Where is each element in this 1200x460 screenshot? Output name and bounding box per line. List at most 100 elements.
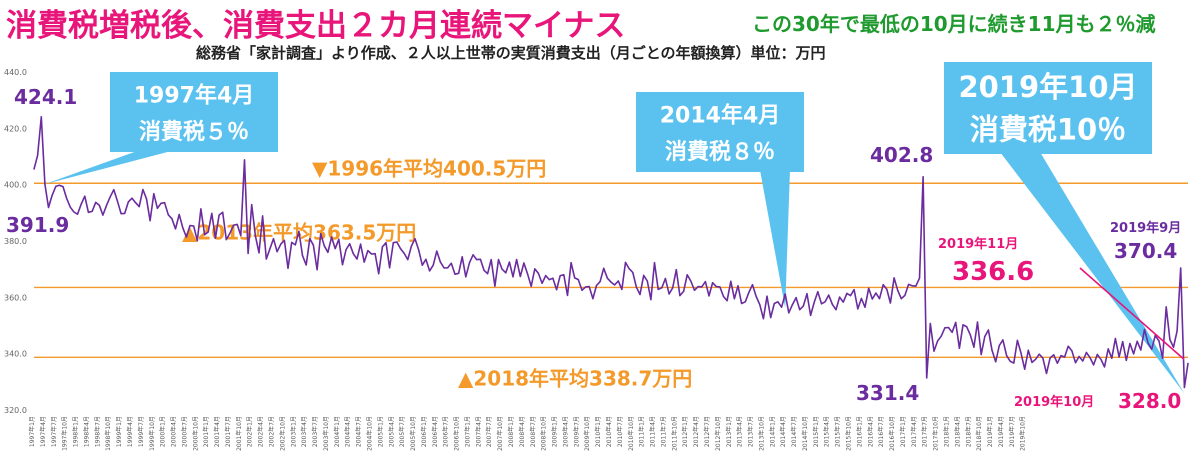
data-point [1053,354,1055,356]
x-tick-label: 2007年10月 [496,416,504,451]
data-point [1074,362,1077,364]
x-tick-label: 2013年7月 [747,416,755,447]
data-point [733,298,736,300]
data-point [106,204,108,206]
data-point [882,284,884,286]
data-point [570,262,572,264]
data-point [621,288,623,290]
data-point [868,287,870,289]
data-point [577,279,579,281]
data-point [853,289,855,291]
data-point [178,213,180,216]
y-tick-label: 420.0 [4,124,27,133]
data-point [236,223,238,225]
data-point [207,231,209,233]
data-point [824,301,826,303]
data-point [69,206,71,208]
x-tick-label: 2006年4月 [431,416,439,447]
x-tick-label: 2017年7月 [921,416,929,447]
x-tick-label: 1998年10月 [104,416,112,451]
data-point [984,335,986,338]
data-point [247,252,249,254]
data-point [156,207,158,209]
data-point [759,304,761,306]
data-point [1060,355,1062,357]
x-tick-label: 2008年10月 [540,416,548,451]
data-point [643,274,645,276]
data-point [784,293,786,295]
x-tick-label: 2010年10月 [627,416,635,451]
value-label-391: 391.9 [6,213,69,237]
data-point [135,202,137,204]
x-tick-label: 2015年10月 [845,416,853,451]
value-label-328: 328.0 [1118,389,1181,413]
data-point [323,245,325,247]
data-point [287,267,289,269]
data-point [432,264,434,266]
data-point [675,269,677,271]
data-point [327,251,329,253]
data-point [124,212,126,214]
series-group [33,116,1189,389]
data-point [276,251,278,253]
x-tick-label: 2019年1月 [986,416,994,447]
data-point [414,238,416,240]
x-tick-label: 2018年4月 [953,416,961,447]
data-point [487,273,489,275]
data-point [84,195,86,197]
data-point [1064,356,1066,358]
data-point [91,210,93,212]
data-point [624,261,627,263]
callout-tax: 消費税８％ [665,139,775,165]
data-point [1096,353,1098,356]
data-point [940,335,942,337]
data-point [37,154,39,156]
data-point [370,253,373,255]
data-point [211,212,213,214]
data-point [918,277,921,279]
value-label-424: 424.1 [14,85,77,109]
chart-subtitle: この30年で最低の10月に続き11月も２％減 [752,12,1156,36]
data-point [363,261,365,263]
x-tick-label: 2012年4月 [692,416,700,447]
data-point [1035,358,1037,360]
data-point [1093,364,1095,366]
x-tick-label: 2018年10月 [975,416,983,451]
data-point [283,239,285,241]
x-axis-ticks: 1997年1月 1997年4月 1997年7月 1997年10月 1998年1月 1998… [28,416,1027,451]
data-point [87,211,89,213]
data-point [683,290,685,292]
data-point [294,244,296,246]
data-point [1009,360,1011,362]
data-point [1078,355,1080,358]
data-point [461,256,463,258]
x-tick-label: 2019年7月 [1008,416,1016,447]
x-tick-label: 2004年10月 [365,416,373,451]
data-point [378,273,380,275]
data-point [937,340,939,342]
data-point [806,293,808,295]
data-point [864,306,866,308]
data-point [973,346,975,348]
data-point [320,233,322,235]
data-point [1085,351,1087,354]
data-point [802,305,804,307]
data-point [102,214,104,216]
x-tick-label: 2016年10月 [888,416,896,451]
data-point [751,284,754,286]
data-point [145,198,148,200]
data-point [828,294,830,296]
data-point [1107,348,1109,350]
data-point [657,288,659,290]
data-point [1140,349,1142,351]
data-point [450,262,452,264]
x-tick-label: 2004年7月 [355,416,363,447]
x-tick-label: 2014年1月 [768,416,776,447]
data-point [537,272,540,274]
value-label-370-date: 2019年9月 [1110,220,1181,236]
data-point [497,259,500,261]
data-point [189,224,191,227]
x-tick-label: 2001年7月 [224,416,232,447]
data-point [447,267,449,269]
